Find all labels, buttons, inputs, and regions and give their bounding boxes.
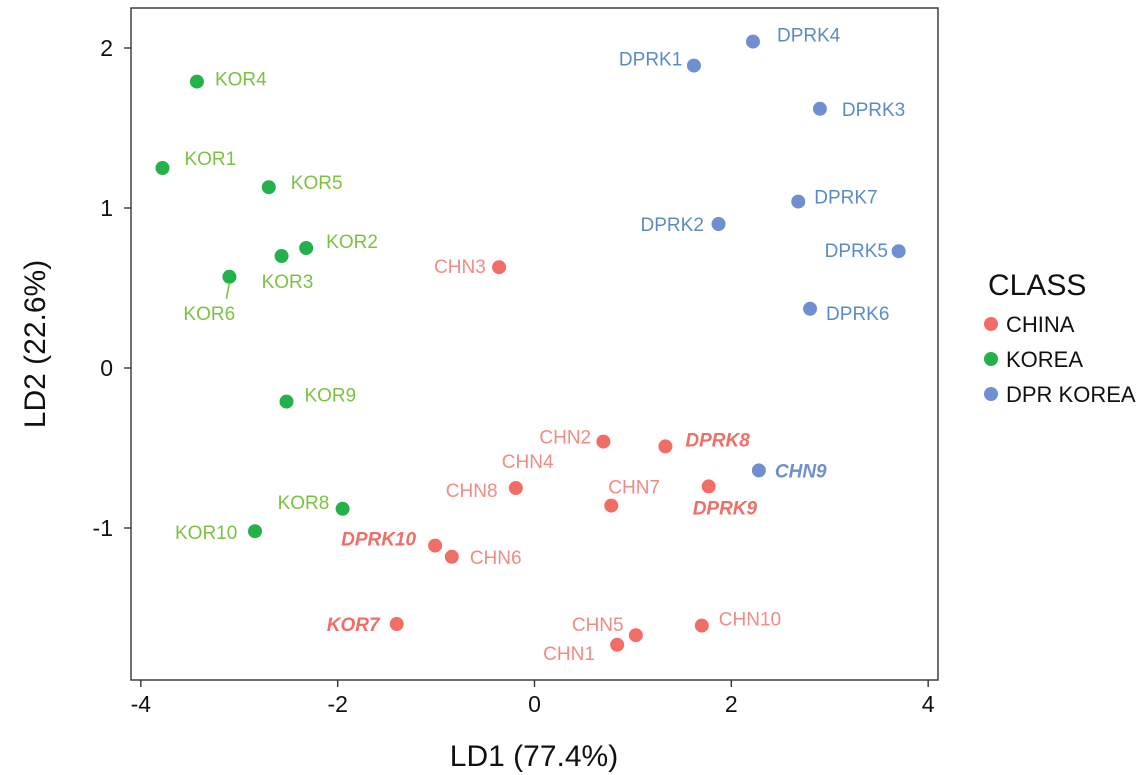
x-tick-label: -2	[327, 691, 347, 717]
data-label: CHN4	[502, 452, 554, 473]
y-tick-label: 0	[100, 355, 113, 381]
legend-title: CLASS	[988, 269, 1086, 302]
data-point	[610, 637, 625, 652]
data-point	[274, 249, 289, 263]
data-label: DPRK5	[825, 241, 888, 262]
data-label: DPRK6	[826, 304, 889, 325]
data-label: DPRK2	[641, 215, 704, 236]
data-label: DPRK9	[693, 498, 758, 519]
data-point	[596, 434, 611, 449]
y-tick-label: 2	[100, 35, 113, 61]
data-label: KOR2	[326, 232, 378, 253]
data-point	[745, 34, 760, 49]
data-label: CHN8	[446, 481, 498, 502]
data-label: KOR5	[291, 173, 343, 194]
data-label: DPRK10	[341, 530, 416, 551]
y-tick-label: -1	[93, 515, 113, 541]
data-label: KOR8	[278, 493, 330, 514]
data-label: CHN5	[572, 615, 624, 636]
legend-marker	[984, 387, 998, 401]
data-point	[628, 628, 643, 643]
data-label: KOR6	[183, 304, 235, 325]
data-point	[803, 301, 818, 316]
point-labels: CHN1 CHN2 CHN3 CHN5 CHN6 CHN7 CHN8 CHN10 DPRK8 DP…	[175, 26, 905, 665]
x-tick-label: 4	[922, 691, 935, 717]
data-label: DPRK4	[777, 26, 841, 47]
data-label: KOR1	[184, 149, 236, 170]
data-label: DPRK8	[685, 430, 750, 451]
legend: CLASS CHINA KOREA DPR KOREA	[984, 269, 1136, 407]
data-point	[701, 479, 716, 494]
data-point	[299, 241, 314, 255]
data-label: DPRK3	[842, 100, 905, 121]
legend-marker	[984, 317, 998, 331]
data-point	[248, 524, 263, 539]
data-points	[155, 34, 906, 652]
data-label: KOR7	[327, 615, 381, 636]
data-label: CHN10	[719, 610, 781, 631]
data-point	[686, 58, 701, 73]
data-point	[155, 161, 170, 175]
data-point	[604, 498, 619, 513]
data-label: DPRK7	[814, 188, 877, 209]
data-label: CHN9	[775, 461, 827, 482]
legend-entry-label: CHINA	[1006, 312, 1075, 337]
data-point	[711, 217, 726, 231]
data-label: KOR10	[175, 523, 237, 544]
data-point	[279, 394, 294, 409]
data-point	[492, 260, 507, 275]
label-leader-line	[225, 282, 231, 299]
x-axis-title: LD1 (77.4%)	[450, 740, 618, 773]
data-point	[508, 481, 523, 495]
data-point	[694, 618, 709, 633]
data-point	[189, 74, 204, 89]
x-tick-label: -4	[131, 691, 152, 717]
data-point	[261, 180, 276, 195]
data-label: CHN7	[608, 478, 660, 499]
legend-entry-label: DPR KOREA	[1006, 382, 1136, 407]
data-point	[222, 269, 237, 284]
data-label: CHN3	[434, 257, 486, 278]
data-label: DPRK1	[619, 50, 682, 71]
data-label: KOR3	[262, 272, 314, 293]
data-point	[891, 244, 906, 259]
data-point	[658, 439, 673, 454]
data-point	[428, 538, 443, 553]
y-axis-title: LD2 (22.6%)	[19, 260, 52, 428]
data-point	[444, 549, 459, 564]
data-label: CHN2	[539, 428, 591, 449]
data-label: KOR4	[215, 70, 267, 91]
data-point	[335, 501, 350, 516]
data-label: CHN6	[470, 548, 522, 569]
data-point	[751, 463, 766, 478]
data-label: CHN1	[543, 644, 595, 665]
x-tick-label: 2	[725, 691, 738, 717]
y-tick-label: 1	[100, 195, 113, 221]
data-label: KOR9	[304, 386, 356, 407]
data-point	[389, 617, 404, 631]
legend-entry-label: KOREA	[1006, 347, 1083, 372]
axis-ticks: -4 -2 0 2 4 -1 0 1 2	[93, 35, 935, 717]
data-point	[791, 194, 806, 209]
x-tick-label: 0	[528, 691, 541, 717]
data-point	[812, 101, 827, 116]
legend-marker	[984, 352, 998, 366]
